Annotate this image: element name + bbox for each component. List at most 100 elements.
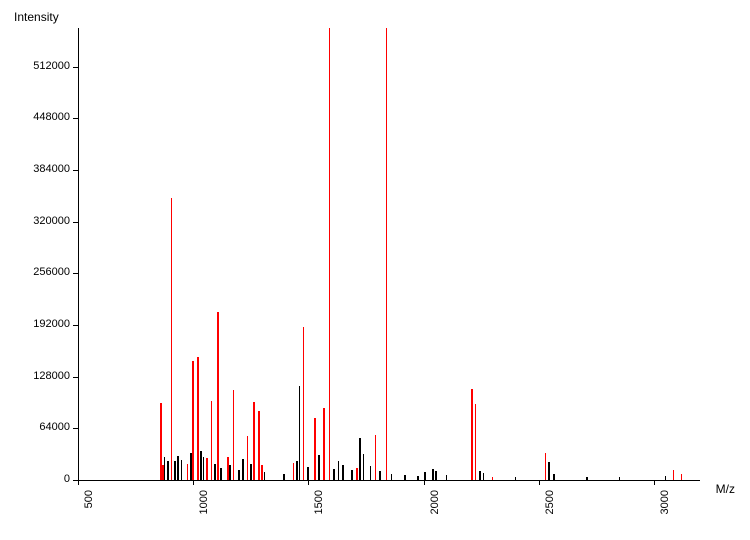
peak-black	[351, 470, 353, 480]
peak-red	[233, 390, 235, 480]
peak-black	[220, 468, 222, 480]
peak-black	[515, 477, 517, 480]
peak-black	[363, 454, 365, 480]
y-tick-label: 64000	[20, 421, 70, 433]
peak-red	[211, 401, 213, 480]
peak-black	[296, 461, 298, 480]
peak-black	[283, 474, 285, 480]
peak-black	[424, 472, 426, 480]
peak-red	[375, 435, 377, 480]
x-tick	[193, 480, 194, 485]
peak-red	[217, 312, 219, 480]
peak-red	[673, 470, 675, 480]
x-tick-label: 1500	[313, 490, 325, 530]
peak-black	[359, 438, 361, 480]
peak-red	[253, 402, 255, 480]
peak-black	[379, 471, 381, 480]
y-axis-title: Intensity	[14, 10, 59, 24]
peak-red	[171, 198, 173, 481]
peak-black	[586, 477, 588, 480]
y-tick-label: 320000	[20, 215, 70, 227]
peak-red	[681, 474, 683, 480]
peak-red	[227, 457, 229, 480]
y-tick	[73, 222, 78, 223]
y-tick	[73, 170, 78, 171]
peak-red	[545, 453, 547, 480]
peak-black	[665, 476, 667, 480]
peak-black	[214, 464, 216, 480]
x-tick	[654, 480, 655, 485]
y-axis	[78, 28, 79, 480]
peak-black	[333, 469, 335, 480]
peak-red	[258, 411, 260, 480]
x-tick-label: 2000	[429, 490, 441, 530]
y-tick-label: 384000	[20, 163, 70, 175]
peak-black	[242, 459, 244, 480]
y-tick	[73, 428, 78, 429]
y-tick	[73, 273, 78, 274]
peak-black	[229, 465, 231, 480]
y-tick-label: 192000	[20, 318, 70, 330]
peak-black	[417, 476, 419, 480]
peak-red	[471, 389, 473, 480]
peak-black	[238, 470, 240, 480]
peak-black	[177, 456, 179, 480]
peak-red	[192, 361, 194, 480]
x-tick	[78, 480, 79, 485]
peak-black	[483, 473, 485, 480]
x-tick-label: 2500	[544, 490, 556, 530]
peak-red	[356, 468, 358, 480]
peak-black	[479, 471, 481, 480]
mass-spectrum-chart: Intensity M/z 0 64000 128000 192000 256000 32…	[0, 0, 750, 540]
peak-red	[247, 436, 249, 480]
peak-black	[432, 469, 434, 480]
y-tick-label: 0	[20, 473, 70, 485]
y-tick	[73, 67, 78, 68]
peak-black	[404, 475, 406, 480]
x-tick-label: 1000	[198, 490, 210, 530]
peak-black	[203, 457, 205, 480]
peak-red	[293, 463, 295, 480]
peak-red	[197, 357, 199, 480]
peak-black	[342, 465, 344, 480]
peak-black	[370, 466, 372, 480]
peak-black	[181, 460, 183, 480]
peak-red	[303, 327, 305, 480]
peak-black	[391, 474, 393, 480]
x-tick	[539, 480, 540, 485]
peak-red	[323, 408, 325, 480]
peak-red	[261, 465, 263, 480]
peak-red	[475, 404, 477, 480]
x-tick-label: 3000	[659, 490, 671, 530]
x-tick	[424, 480, 425, 485]
y-tick-label: 512000	[20, 60, 70, 72]
peak-black	[435, 471, 437, 480]
y-tick-label: 256000	[20, 266, 70, 278]
y-tick-label: 128000	[20, 370, 70, 382]
peak-black	[167, 461, 169, 480]
y-tick	[73, 377, 78, 378]
peak-black	[548, 462, 550, 480]
peak-black	[299, 386, 301, 480]
peak-red	[492, 477, 494, 480]
x-axis	[78, 480, 700, 481]
peak-black	[174, 461, 176, 480]
x-tick-label: 500	[83, 490, 95, 530]
peak-red	[162, 465, 164, 480]
x-tick	[308, 480, 309, 485]
peak-black	[553, 474, 555, 480]
peak-red	[206, 458, 208, 480]
peak-red	[329, 28, 331, 480]
peak-red	[187, 464, 189, 480]
peak-black	[318, 455, 320, 480]
peak-black	[250, 464, 252, 480]
peak-black	[264, 472, 266, 480]
peak-black	[446, 475, 448, 480]
peak-red	[386, 28, 388, 480]
x-axis-title: M/z	[716, 482, 735, 496]
peak-black	[338, 461, 340, 480]
peak-black	[307, 467, 309, 480]
y-tick	[73, 325, 78, 326]
peak-black	[619, 477, 621, 480]
peak-red	[314, 418, 316, 480]
